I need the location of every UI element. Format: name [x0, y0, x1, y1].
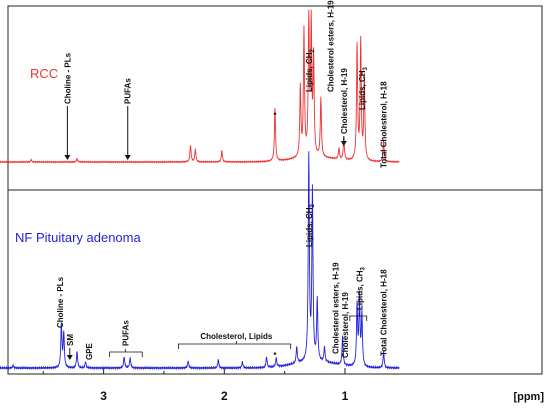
annotation-label: Choline - PLs: [63, 52, 72, 104]
peak-annotation: Cholesterol, H-19: [340, 68, 349, 146]
peak-annotation: SM: [66, 334, 75, 360]
annotation-text: GPE: [85, 342, 94, 360]
bracket-mark: [109, 351, 143, 357]
peak-annotation: Choline - PLs: [56, 276, 65, 328]
annotation-text: Lipids, CH: [355, 270, 364, 310]
spectrum-line-nf: [0, 151, 400, 371]
annotation-label: Cholesterol, H-19: [340, 68, 349, 134]
annotation-label: Lipids, CH2: [305, 48, 316, 92]
annotation-label: Lipids, CH3: [355, 266, 366, 310]
peak-annotation: Total Cholesterol, H-18: [380, 81, 389, 168]
annotation-text: Lipids, CH: [305, 52, 314, 92]
peak-annotation: *: [273, 111, 277, 120]
arrow-head: [64, 155, 71, 160]
x-tick-label: 1: [342, 389, 349, 403]
annotation-text: Lipids, CH: [358, 70, 367, 110]
annotation-text: Total Cholesterol, H-18: [380, 269, 389, 356]
arrow-head: [340, 141, 347, 146]
peak-annotation: GPE: [85, 342, 94, 360]
annotation-text: PUFAs: [121, 320, 130, 346]
x-tick-label: 2: [221, 389, 228, 403]
arrow-head: [124, 155, 131, 160]
annotation-label: PUFAs: [124, 78, 133, 104]
annotation-label: GPE: [85, 342, 94, 360]
annotation-label: Cholesterol esters, H-19: [327, 0, 336, 92]
annotation-subscript: 3: [360, 266, 366, 270]
x-axis-label: [ppm]: [513, 391, 544, 403]
peak-annotation: *: [273, 351, 277, 360]
peak-annotation: Lipids, CH3: [358, 66, 369, 110]
annotation-text: Total Cholesterol, H-18: [380, 81, 389, 168]
annotation-label: Total Cholesterol, H-18: [380, 269, 389, 356]
bracket-mark: [349, 315, 368, 321]
annotation-subscript: 2: [310, 48, 316, 52]
peak-annotation: Lipids, CH2: [305, 48, 316, 92]
peak-annotation: Total Cholesterol, H-18: [380, 269, 389, 356]
annotation-label: SM: [66, 334, 75, 346]
annotation-subscript: 2: [310, 203, 316, 207]
annotation-text: Choline - PLs: [56, 276, 65, 328]
panel-title: RCC: [30, 66, 58, 81]
annotation-label: Cholesterol, Lipids: [200, 332, 273, 341]
peak-annotation: Cholesterol, Lipids: [178, 332, 292, 349]
arrow-head: [66, 355, 73, 360]
annotation-text: Lipids, CH: [305, 207, 314, 247]
x-tick-label: 3: [100, 389, 107, 403]
annotation-text: SM: [66, 334, 75, 346]
annotation-subscript: 3: [363, 66, 369, 70]
annotation-text: Cholesterol esters, H-19: [327, 0, 336, 92]
annotation-text: Choline - PLs: [63, 52, 72, 104]
peak-annotation: Lipids, CH2: [305, 203, 316, 247]
annotation-label: Lipids, CH3: [358, 66, 369, 110]
spectrum-line-rcc: [0, 9, 400, 164]
peak-annotation: PUFAs: [109, 320, 143, 357]
panel-rcc: RCC Choline - PLs PUFAs*Lipids, CH2 Cholest…: [0, 0, 400, 168]
peak-annotation: Lipids, CH3: [349, 266, 368, 321]
annotation-text: Cholesterol esters, H-19: [331, 262, 340, 354]
peak-annotation: Cholesterol, H-19: [341, 292, 350, 358]
annotation-text: Cholesterol, H-19: [341, 292, 350, 358]
peak-annotation: PUFAs: [124, 78, 133, 160]
annotation-label: PUFAs: [121, 320, 130, 346]
bracket-mark: [178, 343, 292, 349]
annotation-text: Cholesterol, Lipids: [200, 332, 273, 341]
peak-annotation: Choline - PLs: [63, 52, 72, 160]
annotation-label: Lipids, CH2: [305, 203, 316, 247]
annotation-label: Choline - PLs: [56, 276, 65, 328]
peak-annotation: Cholesterol esters, H-19: [331, 262, 340, 354]
asterisk-marker: *: [273, 351, 277, 360]
annotation-label: Total Cholesterol, H-18: [380, 81, 389, 168]
annotation-text: PUFAs: [124, 78, 133, 104]
annotation-label: Cholesterol esters, H-19: [331, 262, 340, 354]
peak-annotation: Cholesterol esters, H-19: [327, 0, 336, 92]
annotation-label: Cholesterol, H-19: [341, 292, 350, 358]
panel-title: NF Pituitary adenoma: [15, 230, 141, 245]
annotation-text: Cholesterol, H-19: [340, 68, 349, 134]
asterisk-marker: *: [273, 111, 277, 120]
